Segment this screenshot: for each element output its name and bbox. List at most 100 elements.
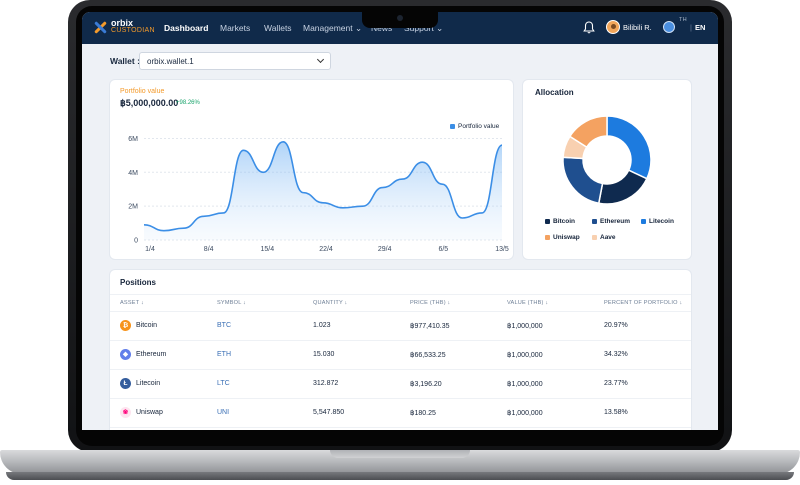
nav-dashboard[interactable]: Dashboard — [164, 23, 209, 33]
user-name[interactable]: Bilibili R. — [623, 23, 652, 32]
legend-swatch — [592, 219, 597, 224]
nav-markets[interactable]: Markets — [220, 23, 251, 33]
brand-sub: CUSTODIAN — [111, 27, 155, 34]
col-percent[interactable]: PERCENT OF PORTFOLIO ↓ — [604, 300, 683, 306]
table-row[interactable]: ₿ Bitcoin BTC 1.023 ฿977,410.35 ฿1,000,0… — [110, 312, 691, 341]
legend-label: Aave — [600, 234, 616, 241]
legend-label: Uniswap — [553, 234, 580, 241]
cell-percent: 34.32% — [604, 351, 628, 358]
legend-uniswap: Uniswap — [545, 234, 580, 241]
portfolio-value: ฿5,000,000.00 — [120, 98, 179, 108]
cell-asset: Bitcoin — [136, 322, 158, 329]
cell-value: ฿1,000,000 — [507, 410, 543, 417]
donut-slice-ethereum — [562, 156, 604, 205]
nav-news[interactable]: News — [371, 23, 393, 33]
wallet-select-value: orbix.wallet.1 — [147, 57, 194, 66]
donut-slice-litecoin — [606, 115, 652, 180]
brand-logo[interactable]: orbix CUSTODIAN — [94, 19, 155, 35]
orbix-logo-icon — [94, 21, 107, 34]
wallet-label: Wallet : — [110, 56, 140, 66]
x-tick-label: 22/4 — [319, 246, 333, 253]
y-tick-label: 6M — [128, 136, 138, 143]
series-area — [144, 141, 502, 240]
portfolio-card: Portfolio value ฿5,000,000.00 +98.26% Po… — [110, 80, 513, 259]
cell-symbol: BTC — [217, 322, 231, 329]
legend-swatch — [545, 235, 550, 240]
litecoin-icon: Ł — [120, 378, 131, 389]
allocation-donut-chart[interactable] — [523, 80, 691, 259]
cell-value: ฿1,000,000 — [507, 323, 543, 330]
globe-icon[interactable] — [663, 21, 675, 33]
cell-value: ฿1,000,000 — [507, 352, 543, 359]
nav-wallets[interactable]: Wallets — [264, 23, 292, 33]
user-avatar[interactable] — [606, 20, 620, 34]
camera-icon — [397, 15, 403, 21]
legend-ethereum: Ethereum — [592, 218, 630, 225]
bell-icon[interactable] — [583, 21, 595, 34]
x-tick-label: 15/4 — [261, 246, 275, 253]
allocation-card: Allocation Bitcoin Ethereum Litecoin Uni… — [523, 80, 691, 259]
uniswap-icon: ❀ — [120, 407, 131, 418]
cell-percent: 13.58% — [604, 409, 628, 416]
positions-table-header: ASSET ↓ SYMBOL ↓ QUANTITY ↓ PRICE (THB) … — [110, 294, 691, 312]
col-price[interactable]: PRICE (THB) ↓ — [410, 300, 451, 306]
portfolio-chart[interactable]: 0 2M 4M 6M 1/4 8/4 15/4 22/4 29/4 6/5 13/5 — [110, 80, 513, 259]
col-asset[interactable]: ASSET ↓ — [120, 300, 144, 306]
laptop-base-edge — [6, 472, 794, 480]
x-tick-label: 1/4 — [145, 246, 155, 253]
cell-price: ฿3,196.20 — [410, 381, 442, 388]
cell-percent: 23.77% — [604, 380, 628, 387]
y-tick-label: 4M — [128, 170, 138, 177]
legend-label: Ethereum — [600, 218, 630, 225]
bitcoin-icon: ₿ — [120, 320, 131, 331]
cell-price: ฿66,533.25 — [410, 352, 446, 359]
x-tick-label: 8/4 — [204, 246, 214, 253]
legend-label: Litecoin — [649, 218, 674, 225]
donut-slice-uniswap — [568, 115, 608, 149]
cell-percent: 20.97% — [604, 322, 628, 329]
chart-legend: Portfolio value — [450, 123, 499, 130]
app-screen: orbix CUSTODIAN Dashboard Markets Wallet… — [82, 12, 718, 430]
cell-quantity: 15.030 — [313, 351, 335, 358]
portfolio-title: Portfolio value — [120, 88, 165, 95]
legend-litecoin: Litecoin — [641, 218, 674, 225]
x-tick-label: 13/5 — [495, 246, 509, 253]
legend-swatch — [450, 124, 455, 129]
cell-price: ฿977,410.35 — [410, 323, 450, 330]
cell-value: ฿1,000,000 — [507, 381, 543, 388]
table-row[interactable]: ❀ Uniswap UNI 5,547.850 ฿180.25 ฿1,000,0… — [110, 399, 691, 428]
cell-quantity: 1.023 — [313, 322, 331, 329]
cell-quantity: 312.872 — [313, 380, 339, 387]
lang-separator: | — [690, 23, 692, 32]
col-quantity[interactable]: QUANTITY ↓ — [313, 300, 348, 306]
positions-card: Positions ASSET ↓ SYMBOL ↓ QUANTITY ↓ PR… — [110, 270, 691, 430]
cell-asset: Litecoin — [136, 380, 161, 387]
nav-support[interactable]: Support ⌄ — [404, 23, 444, 33]
brand-name: orbix — [111, 18, 134, 28]
table-row[interactable]: ◆ Ethereum ETH 15.030 ฿66,533.25 ฿1,000,… — [110, 341, 691, 370]
laptop-hinge — [330, 450, 470, 458]
x-tick-label: 29/4 — [378, 246, 392, 253]
cell-price: ฿180.25 — [410, 410, 436, 417]
chart-legend-label: Portfolio value — [458, 123, 500, 130]
legend-swatch — [641, 219, 646, 224]
nav-management[interactable]: Management ⌄ — [303, 23, 363, 33]
lang-th[interactable]: TH — [679, 17, 687, 23]
cell-symbol: ETH — [217, 351, 231, 358]
wallet-select[interactable]: orbix.wallet.1 — [139, 52, 331, 70]
donut-slice-bitcoin — [597, 169, 648, 205]
cell-asset: Ethereum — [136, 351, 167, 358]
cell-asset: Uniswap — [136, 409, 163, 416]
table-row[interactable]: Ł Litecoin LTC 312.872 ฿3,196.20 ฿1,000,… — [110, 370, 691, 399]
legend-swatch — [545, 219, 550, 224]
col-symbol[interactable]: SYMBOL ↓ — [217, 300, 247, 306]
cell-quantity: 5,547.850 — [313, 409, 345, 416]
x-tick-label: 6/5 — [438, 246, 448, 253]
ethereum-icon: ◆ — [120, 349, 131, 360]
allocation-title: Allocation — [535, 88, 574, 97]
legend-aave: Aave — [592, 234, 616, 241]
col-value[interactable]: VALUE (THB) ↓ — [507, 300, 549, 306]
cell-symbol: UNI — [217, 409, 230, 416]
lang-en[interactable]: EN — [695, 23, 706, 32]
